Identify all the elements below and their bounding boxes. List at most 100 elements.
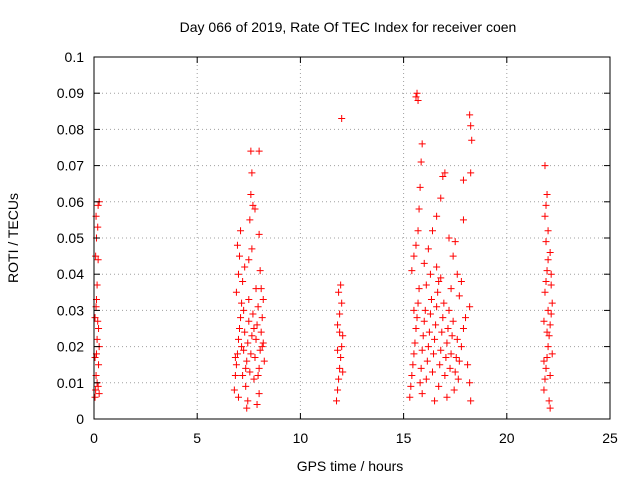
y-tick-label: 0.05: [57, 230, 84, 246]
data-point: [451, 238, 459, 246]
data-points: [91, 89, 556, 412]
data-point: [334, 386, 342, 394]
data-point: [541, 162, 549, 170]
data-point: [412, 325, 420, 332]
data-point: [94, 382, 102, 390]
data-point: [541, 375, 549, 383]
data-point: [418, 390, 426, 398]
data-point: [423, 357, 431, 365]
data-point: [406, 393, 414, 401]
data-point: [256, 267, 264, 275]
data-point: [246, 368, 254, 376]
data-point: [428, 227, 436, 235]
data-point: [243, 404, 251, 412]
axis-ticks: [93, 56, 611, 420]
data-point: [542, 364, 550, 372]
data-point: [430, 350, 438, 358]
data-point: [454, 375, 462, 383]
data-point: [439, 172, 447, 180]
data-point: [247, 191, 255, 199]
data-point: [414, 96, 422, 104]
data-point: [542, 201, 550, 209]
data-point: [253, 321, 261, 329]
data-point: [425, 328, 433, 336]
data-point: [438, 328, 446, 336]
data-point: [237, 227, 245, 235]
data-point: [241, 263, 249, 271]
data-point: [334, 321, 342, 329]
data-point: [459, 176, 467, 184]
data-point: [255, 230, 263, 238]
data-point: [246, 216, 254, 224]
y-tick-label: 0.06: [57, 194, 84, 210]
data-point: [445, 234, 453, 242]
data-point: [443, 393, 451, 401]
grid: [94, 57, 610, 419]
data-point: [542, 238, 550, 246]
data-point: [335, 288, 343, 296]
data-point: [414, 227, 422, 235]
data-point: [427, 296, 435, 304]
data-point: [431, 335, 439, 343]
data-point: [245, 256, 253, 264]
data-point: [540, 386, 548, 394]
data-point: [250, 375, 258, 383]
y-tick-labels: 0 0.01 0.02 0.03 0.04 0.05 0.06 0.07 0.08 0.09 0.1: [57, 49, 84, 427]
data-point: [450, 386, 458, 394]
data-point: [420, 259, 428, 267]
data-point: [240, 306, 248, 314]
data-point: [259, 296, 267, 304]
data-point: [467, 397, 475, 405]
y-tick-label: 0.02: [57, 339, 84, 355]
y-tick-label: 0: [76, 411, 84, 427]
data-point: [257, 328, 265, 336]
data-point: [417, 364, 425, 372]
data-point: [443, 339, 451, 347]
data-point: [94, 317, 102, 325]
data-point: [431, 397, 439, 405]
data-point: [426, 310, 434, 318]
y-tick-label: 0.08: [57, 121, 84, 137]
data-point: [541, 288, 549, 296]
x-tick-label: 25: [602, 430, 618, 446]
data-point: [91, 353, 99, 361]
data-point: [546, 404, 554, 412]
y-tick-label: 0.1: [65, 49, 85, 65]
data-point: [442, 353, 450, 361]
data-point: [232, 288, 240, 296]
data-point: [419, 332, 427, 340]
data-point: [433, 303, 441, 311]
data-point: [242, 382, 250, 390]
data-point: [466, 303, 474, 311]
data-point: [410, 350, 418, 358]
data-point: [336, 364, 344, 372]
data-point: [254, 303, 262, 311]
data-point: [435, 382, 443, 390]
data-point: [543, 353, 551, 361]
data-point: [457, 277, 465, 285]
data-point: [408, 372, 416, 380]
data-point: [252, 285, 260, 293]
data-point: [255, 364, 263, 372]
data-point: [449, 317, 457, 325]
data-point: [338, 343, 346, 351]
data-point: [232, 361, 240, 369]
data-point: [544, 256, 552, 264]
data-point: [441, 169, 449, 177]
data-point: [92, 386, 100, 394]
data-point: [547, 281, 555, 289]
data-point: [440, 299, 448, 307]
data-point: [237, 314, 245, 322]
data-point: [540, 357, 548, 365]
data-point: [424, 343, 432, 351]
data-point: [244, 339, 252, 347]
data-point: [466, 111, 474, 119]
data-point: [446, 364, 454, 372]
data-point: [236, 252, 244, 260]
data-point: [409, 361, 417, 369]
data-point: [245, 296, 253, 304]
data-point: [249, 201, 257, 209]
data-point: [259, 339, 267, 347]
data-point: [415, 285, 423, 293]
